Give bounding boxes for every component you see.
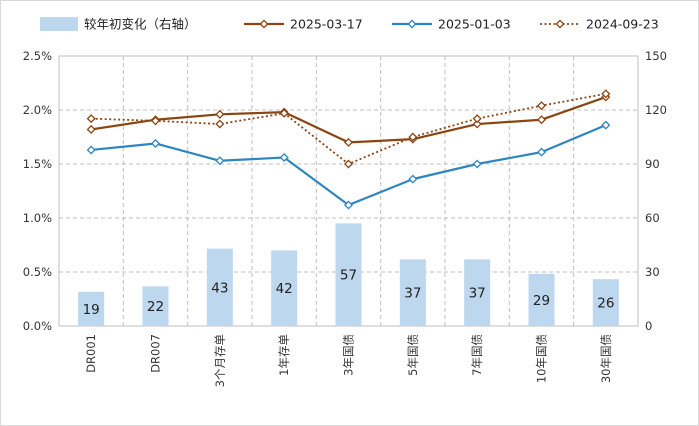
- series-marker: [536, 115, 547, 125]
- bar: [528, 273, 555, 326]
- bar-data-label: 37: [404, 286, 421, 302]
- series-marker: [215, 109, 225, 119]
- series-marker: [150, 138, 161, 148]
- left-axis-tick-label: 0.0%: [23, 319, 52, 333]
- bar: [271, 250, 298, 326]
- series-marker: [601, 120, 611, 130]
- legend-swatch-bar: [40, 17, 78, 31]
- right-axis-tick-label: 150: [645, 49, 667, 63]
- bar-data-label: 42: [276, 281, 293, 297]
- legend-label-bar: 较年初变化（右轴）: [84, 17, 197, 32]
- series-marker: [86, 124, 96, 134]
- left-axis-tick-label: 1.5%: [23, 157, 52, 171]
- series-marker: [279, 108, 289, 118]
- series-marker: [215, 156, 225, 166]
- bar: [78, 291, 105, 326]
- series-marker: [343, 159, 354, 169]
- series-marker: [408, 132, 418, 142]
- bar-data-label: 57: [340, 268, 357, 284]
- bar-data-label: 37: [469, 286, 486, 302]
- series-marker: [408, 174, 418, 184]
- bar-data-label: 19: [83, 302, 100, 318]
- right-axis-tick-label: 120: [645, 103, 667, 117]
- series-marker: [215, 119, 225, 129]
- category-label: 3个月存单: [213, 334, 227, 387]
- series-marker: [472, 114, 482, 124]
- bar-data-label: 22: [147, 299, 164, 315]
- bar: [464, 259, 491, 326]
- series-line: [91, 96, 607, 144]
- series-marker: [279, 153, 289, 163]
- bar-data-label: 26: [597, 296, 614, 312]
- series-marker: [86, 114, 96, 124]
- category-label: 5年国债: [406, 334, 420, 376]
- series-marker: [472, 159, 482, 169]
- legend: 较年初变化（右轴） 2025-03-17 2025-01-03 2024-09-23: [40, 17, 659, 32]
- legend-marker: [407, 19, 417, 29]
- bar-series: 19 22 43 42 57 37 37 29 26: [78, 223, 619, 326]
- right-axis-tick-label: 60: [645, 211, 660, 225]
- legend-label-line: 2024-09-23: [586, 17, 659, 32]
- line-series: [86, 89, 611, 210]
- series-marker: [536, 101, 547, 111]
- legend-label-line: 2025-01-03: [438, 17, 511, 32]
- left-axis-tick-label: 1.0%: [23, 211, 52, 225]
- series-marker: [86, 145, 96, 155]
- category-label: 3年国债: [342, 334, 356, 376]
- category-label: 30年国债: [599, 334, 613, 383]
- category-label: DR007: [149, 334, 163, 373]
- bar: [142, 286, 169, 326]
- left-axis-tick-label: 2.0%: [23, 103, 52, 117]
- bar: [399, 259, 426, 326]
- bar-data-label: 29: [533, 293, 550, 309]
- left-axis-tick-label: 2.5%: [23, 49, 52, 63]
- series-marker: [601, 89, 611, 99]
- bar-data-label: 43: [211, 280, 228, 296]
- left-axis-tick-label: 0.5%: [23, 265, 52, 279]
- category-label: 7年国债: [470, 334, 484, 376]
- right-axis-tick-label: 90: [645, 157, 660, 171]
- series-marker: [343, 200, 354, 210]
- category-label: 10年国债: [535, 334, 549, 383]
- bar: [592, 279, 619, 326]
- legend-label-line: 2025-03-17: [290, 17, 363, 32]
- right-axis-tick-label: 30: [645, 265, 660, 279]
- axes: 0.0% 0.5% 1.0% 1.5% 2.0% 2.5% 0 30 60 90 120 150 DR0…: [23, 49, 667, 387]
- category-label: DR001: [84, 334, 98, 373]
- right-axis-tick-label: 0: [645, 319, 652, 333]
- bar: [206, 248, 233, 326]
- series-marker: [343, 137, 354, 147]
- legend-marker: [259, 19, 269, 29]
- legend-marker: [555, 19, 565, 29]
- bar: [335, 223, 362, 326]
- series-marker: [150, 116, 161, 126]
- series-marker: [536, 147, 547, 157]
- category-label: 1年存单: [277, 334, 291, 376]
- series-marker: [472, 119, 482, 129]
